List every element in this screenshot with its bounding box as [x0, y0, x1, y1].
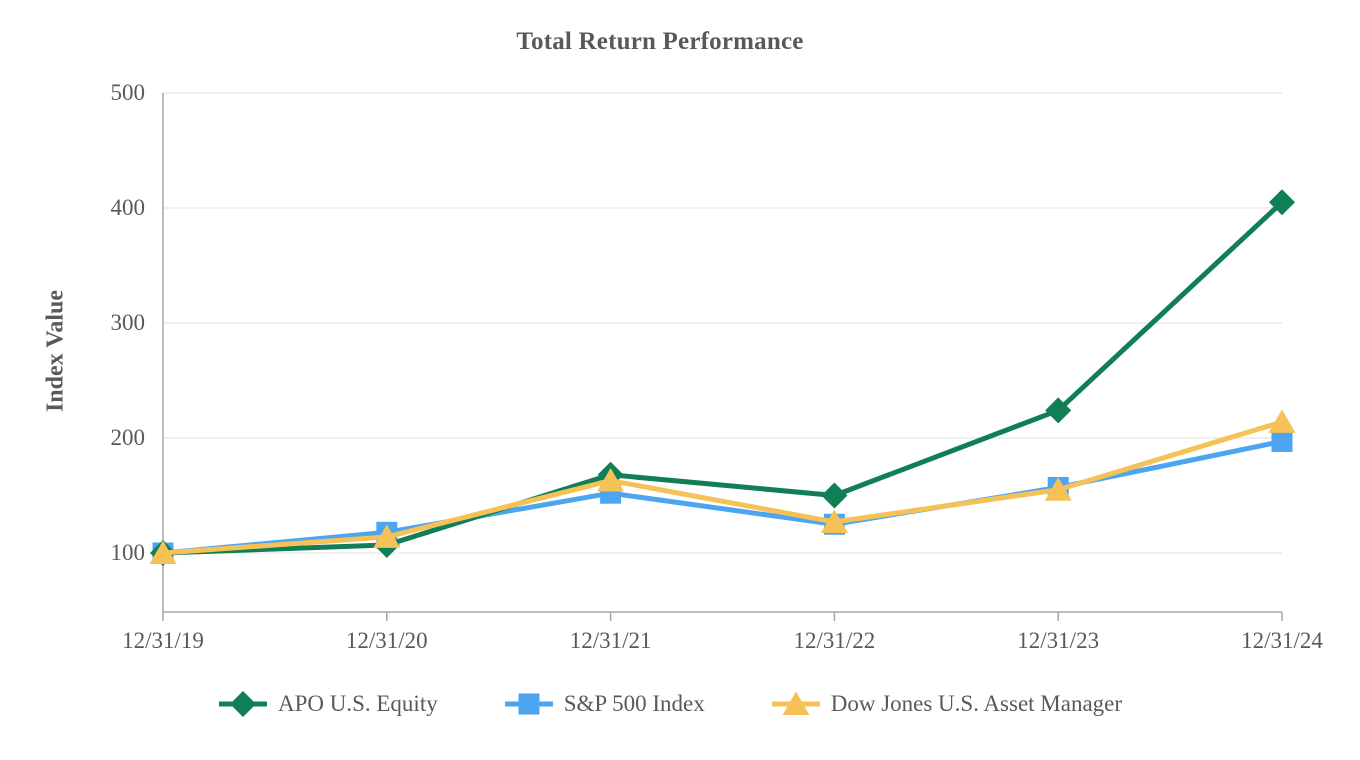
x-tick-label: 12/31/20 — [345, 628, 428, 653]
chart-title: Total Return Performance — [516, 28, 804, 55]
y-tick-label: 100 — [110, 540, 146, 565]
yellow-triangle-legend-icon — [771, 691, 820, 715]
green-diamond-legend-icon — [218, 691, 267, 717]
legend-item-dow-jones-asset-manager: Dow Jones U.S. Asset Manager — [771, 688, 1122, 720]
y-tick-label: 300 — [110, 310, 146, 335]
blue-square-legend-icon — [504, 693, 553, 715]
x-tick-label: 12/31/23 — [1017, 628, 1100, 653]
x-tick-label: 12/31/19 — [122, 628, 204, 653]
legend-label: S&P 500 Index — [563, 691, 705, 716]
y-tick-label: 500 — [110, 80, 146, 105]
x-tick-label: 12/31/24 — [1241, 628, 1323, 653]
legend-item-apo-us-equity: APO U.S. Equity — [218, 688, 438, 720]
y-tick-label: 400 — [110, 195, 146, 220]
y-tick-label: 200 — [110, 425, 146, 450]
legend-label: APO U.S. Equity — [277, 691, 438, 716]
legend: APO U.S. Equity S&P 500 Index Dow Jones … — [0, 688, 1340, 720]
x-tick-label: 12/31/22 — [793, 628, 876, 653]
legend-item-sp500-index: S&P 500 Index — [504, 688, 705, 720]
x-tick-label: 12/31/21 — [569, 628, 652, 653]
legend-label: Dow Jones U.S. Asset Manager — [830, 691, 1123, 716]
